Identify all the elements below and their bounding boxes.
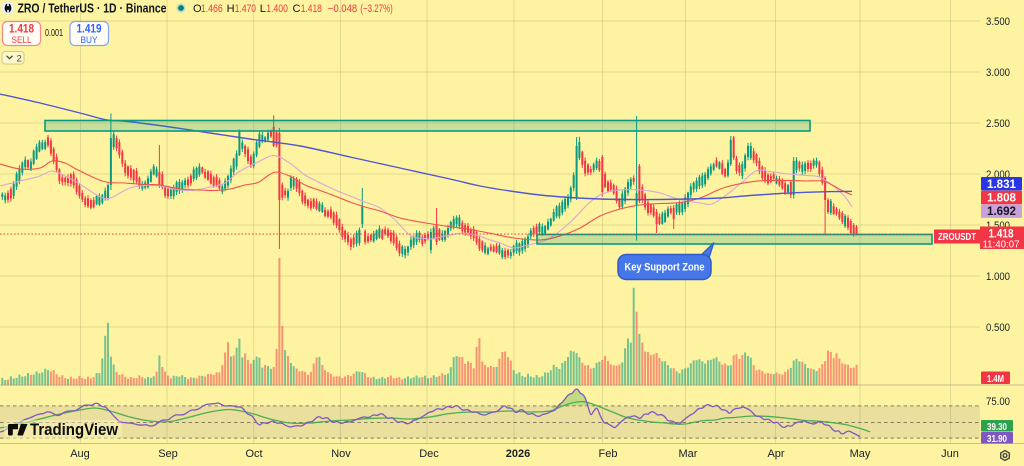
svg-text:1.000: 1.000 (986, 271, 1010, 283)
svg-text:ZRO / TetherUS · 1D · Binance: ZRO / TetherUS · 1D · Binance (18, 1, 167, 16)
svg-text:−0.048: −0.048 (328, 3, 357, 15)
svg-text:1.419: 1.419 (77, 22, 102, 36)
svg-text:1.808: 1.808 (987, 192, 1017, 204)
svg-text:39.30: 39.30 (987, 421, 1007, 433)
svg-text:H: H (227, 3, 235, 15)
svg-text:L: L (260, 3, 266, 15)
svg-text:0.001: 0.001 (45, 27, 63, 39)
svg-text:Dec: Dec (419, 448, 439, 460)
svg-text:O: O (193, 3, 202, 15)
svg-text:Aug: Aug (70, 448, 90, 460)
svg-text:31.90: 31.90 (987, 433, 1007, 445)
svg-text:2026: 2026 (506, 448, 530, 460)
svg-text:11:40:07: 11:40:07 (983, 239, 1020, 251)
svg-text:May: May (850, 448, 871, 460)
svg-text:3.000: 3.000 (986, 67, 1010, 79)
svg-text:BUY: BUY (81, 35, 99, 46)
svg-text:1.400: 1.400 (266, 3, 288, 15)
svg-text:Nov: Nov (331, 448, 351, 460)
svg-text:1.692: 1.692 (987, 206, 1016, 218)
svg-text:1.418: 1.418 (301, 3, 322, 15)
svg-text:Jun: Jun (941, 448, 959, 460)
svg-text:0.500: 0.500 (986, 322, 1010, 334)
svg-text:Feb: Feb (599, 448, 618, 460)
svg-text:1.418: 1.418 (9, 22, 34, 36)
svg-text:Mar: Mar (679, 448, 698, 460)
svg-text:2: 2 (17, 54, 22, 65)
svg-text:75.00: 75.00 (986, 396, 1010, 408)
svg-text:C: C (293, 3, 301, 15)
svg-text:1.470: 1.470 (235, 3, 256, 15)
svg-text:SELL: SELL (12, 35, 32, 46)
svg-text:Sep: Sep (158, 448, 178, 460)
svg-text:TradingView: TradingView (30, 421, 118, 439)
svg-text:1.831: 1.831 (987, 179, 1017, 191)
svg-text:3.500: 3.500 (986, 16, 1010, 28)
svg-text:2.500: 2.500 (986, 118, 1010, 130)
svg-text:Oct: Oct (245, 448, 262, 460)
svg-text:(−3.27%): (−3.27%) (360, 3, 393, 15)
svg-text:1.4M: 1.4M (987, 373, 1004, 385)
svg-text:1.418: 1.418 (989, 229, 1015, 241)
svg-text:ZROUSDT: ZROUSDT (938, 232, 976, 243)
svg-text:Key Support Zone: Key Support Zone (625, 262, 705, 274)
svg-text:Apr: Apr (767, 448, 784, 460)
svg-text:1.466: 1.466 (201, 3, 223, 15)
